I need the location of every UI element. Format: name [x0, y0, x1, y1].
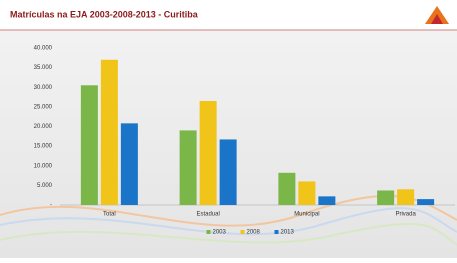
bar: [180, 130, 197, 205]
bar: [81, 85, 98, 205]
y-tick-label: 35.000: [34, 65, 53, 71]
bar: [278, 173, 295, 205]
y-tick-label: 10.000: [34, 163, 53, 169]
x-tick-label: Privada: [395, 212, 416, 218]
y-tick-label: 15.000: [34, 144, 53, 150]
legend-label: 2003: [213, 230, 227, 236]
y-tick-label: 40.000: [34, 46, 53, 52]
legend-swatch: [241, 230, 245, 234]
bar: [318, 196, 335, 205]
chart: Matrículas na EJA 2003-2008-2013 - Curit…: [0, 0, 457, 258]
legend-label: 2013: [281, 230, 295, 236]
background: [0, 0, 457, 258]
y-tick-label: 25.000: [34, 104, 53, 110]
bar: [121, 123, 138, 205]
legend-label: 2008: [247, 230, 261, 236]
x-tick-label: Municipal: [294, 212, 319, 218]
bar: [377, 190, 394, 205]
y-tick-label: 5.000: [37, 183, 53, 189]
bar: [397, 189, 414, 205]
x-tick-label: Estadual: [196, 212, 219, 218]
legend-swatch: [275, 230, 279, 234]
x-tick-label: Total: [103, 212, 116, 218]
bar: [220, 139, 237, 205]
chart-title: Matrículas na EJA 2003-2008-2013 - Curit…: [10, 9, 199, 19]
bar: [200, 101, 217, 205]
y-tick-label: -: [50, 203, 52, 209]
legend-swatch: [207, 230, 211, 234]
bar: [101, 60, 118, 205]
bar: [298, 181, 315, 205]
y-tick-label: 30.000: [34, 85, 53, 91]
y-tick-label: 20.000: [34, 124, 53, 130]
bar: [417, 199, 434, 205]
